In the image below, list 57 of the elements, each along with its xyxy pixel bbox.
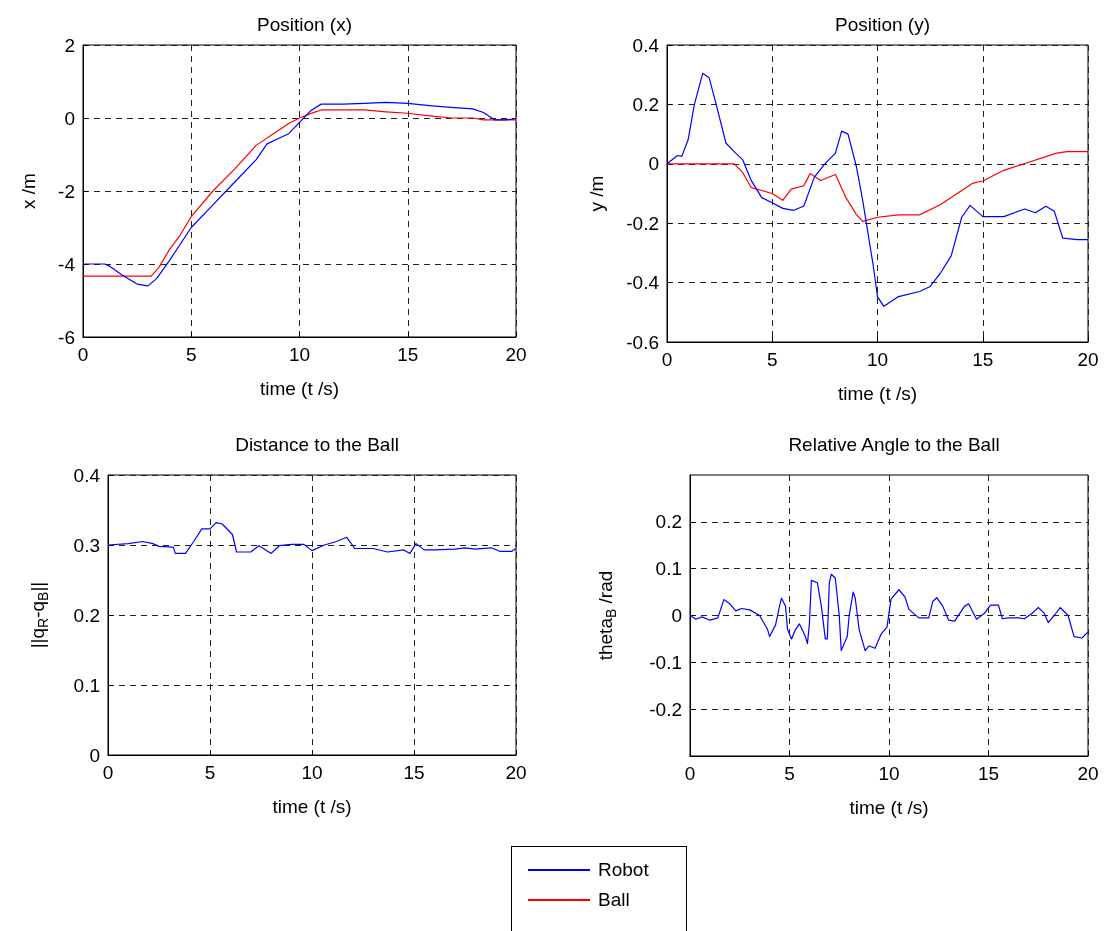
y-axis-title: ||qR-qB||: [26, 581, 51, 649]
x-tick-label: 15: [403, 762, 425, 783]
x-tick-label: 20: [1077, 763, 1099, 784]
y-tick-label: -2: [58, 180, 75, 202]
y-tick-label: 0.4: [73, 464, 101, 486]
y-tick-label: -0.1: [649, 651, 682, 673]
x-tick-label: 10: [288, 344, 311, 365]
y-tick-label: -0.2: [649, 698, 682, 720]
line-series: [666, 151, 1089, 223]
y-tick-label: 0.2: [632, 93, 659, 115]
y-tick-label: 0: [671, 605, 682, 626]
y-tick-label: -0.4: [626, 272, 660, 294]
line-series: [666, 72, 1089, 307]
y-axis-title: y /m: [585, 175, 607, 212]
line-series: [107, 522, 517, 554]
x-tick-label: 10: [301, 762, 323, 783]
x-tick-label: 15: [972, 349, 994, 370]
y-tick-label: 0.2: [655, 511, 682, 533]
y-axis-title: x /m: [17, 173, 39, 209]
y-tick-label: 0: [89, 744, 100, 766]
y-tick-label: 0.4: [632, 34, 660, 56]
x-tick-label: 20: [505, 344, 527, 365]
legend-label: Ball: [598, 889, 630, 911]
x-tick-label: 20: [1077, 349, 1099, 370]
x-tick-label: 5: [766, 349, 778, 370]
x-axis-title: time (t /s): [849, 796, 929, 818]
x-axis-title: time (t /s): [837, 382, 918, 404]
x-tick-label: 10: [866, 349, 889, 370]
y-tick-label: 0: [648, 153, 659, 175]
legend-label: Robot: [598, 859, 649, 881]
chart-title: Position (y): [834, 14, 931, 35]
y-tick-label: -0.6: [626, 331, 659, 353]
y-tick-label: -6: [58, 326, 75, 348]
y-tick-label: 2: [64, 34, 75, 56]
y-tick-label: 0.1: [655, 558, 682, 580]
x-tick-label: 10: [878, 763, 900, 784]
y-tick-label: 0.2: [73, 604, 100, 626]
chart-title: Position (x): [256, 14, 353, 35]
x-tick-label: 0: [684, 763, 696, 784]
y-tick-label: -0.2: [626, 212, 659, 234]
x-tick-label: 15: [397, 344, 419, 365]
y-axis-title: thetaB /rad: [594, 570, 619, 661]
y-tick-label: 0.1: [73, 674, 100, 696]
y-tick-label: 0.3: [73, 534, 100, 556]
y-tick-label: 0: [64, 107, 75, 129]
x-tick-label: 0: [102, 762, 114, 783]
x-axis-title: time (t /s): [259, 377, 340, 399]
x-tick-label: 5: [204, 762, 216, 783]
y-tick-label: -4: [58, 253, 76, 275]
x-tick-label: 5: [784, 763, 795, 784]
x-tick-label: 5: [185, 344, 197, 365]
chart-title: Relative Angle to the Ball: [788, 434, 1000, 455]
x-tick-label: 15: [977, 763, 1000, 784]
line-series: [689, 573, 1089, 652]
x-axis-title: time (t /s): [272, 795, 352, 817]
chart-title: Distance to the Ball: [235, 434, 399, 455]
x-tick-label: 20: [505, 762, 527, 783]
